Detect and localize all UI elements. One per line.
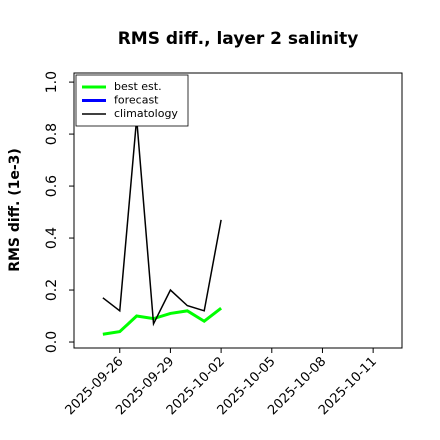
legend-label: climatology [114, 107, 178, 120]
chart-title: RMS diff., layer 2 salinity [118, 29, 359, 49]
legend-label: best est. [114, 80, 162, 93]
y-tick-label: 0.0 [44, 331, 60, 353]
plot-area [73, 72, 403, 349]
y-tick-label: 0.2 [44, 279, 60, 301]
y-tick-label: 0.8 [44, 123, 60, 145]
legend-label: forecast [114, 94, 159, 107]
series-line [102, 118, 222, 327]
y-tick-label: 0.4 [44, 227, 60, 249]
y-tick-label: 1.0 [44, 71, 60, 93]
series-line [102, 307, 223, 336]
y-axis-label: RMS diff. (1e-3) [7, 148, 23, 272]
y-tick-label: 0.6 [44, 175, 60, 197]
